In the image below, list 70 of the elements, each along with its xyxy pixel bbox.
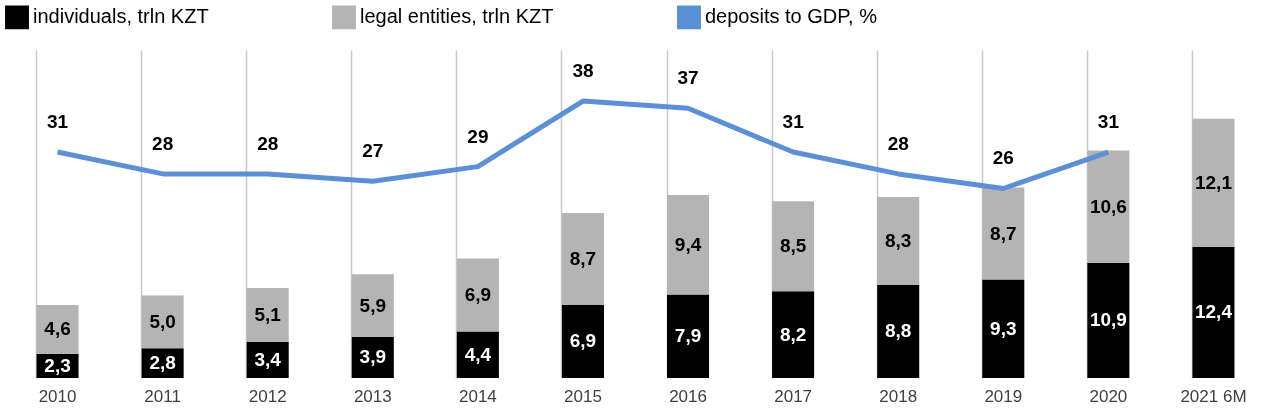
x-tick-label: 2016 — [669, 386, 707, 406]
bar — [877, 197, 920, 285]
bar — [1087, 150, 1130, 263]
bar — [982, 279, 1025, 378]
bar — [982, 187, 1025, 280]
data-label: 31 — [46, 111, 69, 133]
data-label: 8,5 — [779, 235, 807, 257]
data-label: 8,8 — [885, 320, 912, 342]
data-label: 28 — [887, 132, 909, 154]
data-label: 5,0 — [149, 310, 176, 332]
data-label: 31 — [782, 111, 805, 133]
data-label: 3,4 — [254, 349, 282, 371]
legend-label: legal entities, trln KZT — [360, 5, 554, 28]
bar — [561, 212, 604, 305]
data-label: 10,9 — [1089, 309, 1127, 331]
data-label: 2,3 — [44, 354, 71, 376]
bar — [561, 304, 604, 378]
bar — [1087, 262, 1130, 378]
data-label: 3,9 — [359, 346, 386, 368]
bar — [456, 258, 499, 332]
data-label: 2,8 — [149, 352, 176, 374]
bar — [1192, 118, 1235, 247]
x-tick-label: 2019 — [984, 386, 1023, 406]
data-label: 8,7 — [569, 247, 597, 269]
x-tick-label: 2010 — [38, 386, 77, 406]
x-tick-label: 2014 — [458, 386, 497, 406]
bar — [246, 288, 289, 343]
data-label: 27 — [362, 140, 384, 162]
data-label: 4,6 — [44, 318, 71, 340]
x-tick-label: 2021 6M — [1180, 386, 1247, 406]
data-label: 37 — [677, 67, 699, 89]
data-label: 10,6 — [1089, 195, 1127, 217]
x-tick-label: 2018 — [879, 386, 918, 406]
data-label: 38 — [572, 60, 594, 82]
data-label: 9,4 — [674, 233, 702, 255]
x-tick-label: 2020 — [1089, 386, 1128, 406]
bar — [456, 331, 499, 378]
x-tick-label: 2012 — [248, 386, 287, 406]
legend-label: deposits to GDP, % — [705, 5, 878, 28]
bar — [667, 194, 710, 295]
data-label: 4,4 — [464, 343, 492, 365]
data-label: 31 — [1097, 111, 1120, 133]
data-label: 12,4 — [1194, 301, 1233, 323]
data-label: 29 — [467, 125, 489, 147]
data-label: 8,7 — [990, 222, 1017, 244]
bar — [772, 291, 815, 378]
x-tick-label: 2015 — [564, 386, 602, 406]
legend-label: individuals, trln KZT — [33, 5, 209, 28]
data-label: 28 — [152, 132, 174, 154]
x-tick-label: 2011 — [144, 386, 181, 406]
data-label: 6,9 — [464, 283, 492, 305]
bar — [877, 284, 920, 378]
data-label: 7,9 — [674, 325, 702, 347]
data-label: 9,3 — [990, 317, 1017, 339]
bar — [141, 295, 184, 349]
data-label: 8,3 — [885, 229, 912, 251]
bar — [667, 294, 710, 378]
bar — [772, 201, 815, 292]
data-label: 5,9 — [359, 294, 386, 316]
x-tick-label: 2017 — [774, 386, 813, 406]
x-tick-label: 2013 — [353, 386, 392, 406]
data-label: 8,2 — [779, 323, 807, 345]
data-label: 5,1 — [254, 304, 282, 326]
bar — [36, 304, 79, 354]
bar — [351, 274, 394, 337]
data-label: 6,9 — [569, 330, 597, 352]
data-label: 12,1 — [1194, 171, 1233, 193]
data-label: 28 — [257, 132, 279, 154]
bar — [1192, 246, 1235, 378]
data-label: 26 — [992, 147, 1014, 169]
